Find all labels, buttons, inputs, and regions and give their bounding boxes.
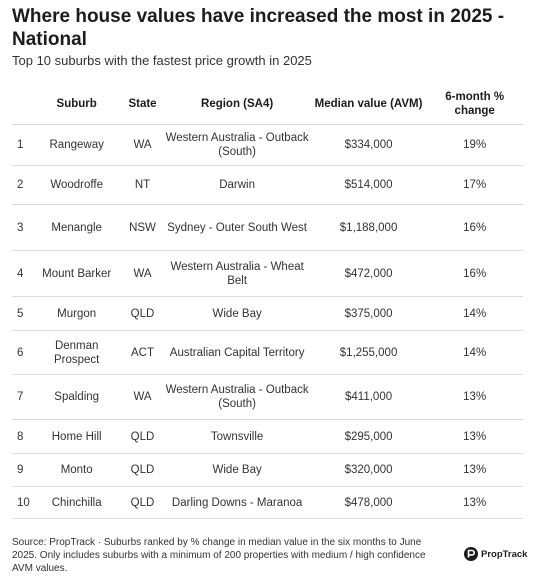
cell-state: WA: [121, 250, 164, 297]
cell-state: QLD: [121, 296, 164, 331]
header-six-month-change: 6-month % change: [445, 91, 505, 117]
cell-rank: 7: [12, 374, 32, 420]
cell-rank: 6: [12, 330, 32, 375]
cell-median-value: $1,188,000: [310, 204, 427, 251]
table-row: 2 Woodroffe NT Darwin $514,000 17%: [12, 165, 523, 205]
cell-region: Darwin: [163, 165, 311, 205]
cell-median-value: $320,000: [310, 453, 427, 487]
table-row: 8 Home Hill QLD Townsville $295,000 13%: [12, 419, 523, 454]
cell-change: 13%: [426, 453, 523, 487]
suburbs-table: Suburb State Region (SA4) Median value (…: [12, 84, 523, 519]
table-row: 6 Denman Prospect ACT Australian Capital…: [12, 330, 523, 375]
cell-suburb: Monto: [31, 453, 122, 487]
table-row: 3 Menangle NSW Sydney - Outer South West…: [12, 204, 523, 251]
cell-suburb: Mount Barker: [31, 250, 122, 297]
cell-change: 17%: [426, 165, 523, 205]
table-row: 5 Murgon QLD Wide Bay $375,000 14%: [12, 296, 523, 331]
cell-rank: 3: [12, 204, 32, 251]
cell-region: Western Australia - Outback (South): [163, 374, 311, 420]
cell-change: 13%: [426, 419, 523, 454]
header-rank: [12, 84, 32, 125]
header-state: State: [128, 98, 157, 110]
table-row: 9 Monto QLD Wide Bay $320,000 13%: [12, 453, 523, 487]
cell-region: Wide Bay: [163, 296, 311, 331]
cell-rank: 8: [12, 419, 32, 454]
cell-change: 13%: [426, 486, 523, 519]
page-title: Where house values have increased the mo…: [12, 6, 505, 50]
cell-rank: 1: [12, 124, 32, 166]
cell-region: Sydney - Outer South West: [163, 204, 311, 251]
cell-region: Western Australia - Outback (South): [163, 124, 311, 166]
header-suburb: Suburb: [56, 98, 97, 110]
cell-suburb: Murgon: [31, 296, 122, 331]
page-subtitle: Top 10 suburbs with the fastest price gr…: [12, 53, 312, 68]
cell-rank: 5: [12, 296, 32, 331]
table-row: 7 Spalding WA Western Australia - Outbac…: [12, 374, 523, 420]
cell-rank: 9: [12, 453, 32, 487]
cell-change: 19%: [426, 124, 523, 166]
cell-rank: 10: [12, 486, 32, 519]
cell-rank: 4: [12, 250, 32, 297]
cell-change: 14%: [426, 296, 523, 331]
cell-suburb: Denman Prospect: [31, 330, 122, 375]
cell-state: NT: [121, 165, 164, 205]
cell-state: ACT: [121, 330, 164, 375]
cell-state: NSW: [121, 204, 164, 251]
cell-change: 13%: [426, 374, 523, 420]
cell-median-value: $1,255,000: [310, 330, 427, 375]
cell-median-value: $295,000: [310, 419, 427, 454]
cell-state: WA: [121, 124, 164, 166]
cell-median-value: $334,000: [310, 124, 427, 166]
proptrack-logo: PropTrack: [464, 545, 527, 563]
proptrack-logo-text: PropTrack: [481, 548, 528, 560]
cell-state: WA: [121, 374, 164, 420]
proptrack-logo-icon: [464, 547, 478, 561]
cell-state: QLD: [121, 486, 164, 519]
source-note: Source: PropTrack · Suburbs ranked by % …: [12, 537, 426, 574]
cell-median-value: $375,000: [310, 296, 427, 331]
cell-region: Australian Capital Territory: [163, 330, 311, 375]
header-region: Region (SA4): [201, 98, 274, 110]
table-row: 10 Chinchilla QLD Darling Downs - Marano…: [12, 486, 523, 519]
cell-change: 16%: [426, 204, 523, 251]
header-median-value: Median value (AVM): [314, 98, 423, 110]
cell-change: 14%: [426, 330, 523, 375]
cell-suburb: Woodroffe: [31, 165, 122, 205]
cell-change: 16%: [426, 250, 523, 297]
cell-median-value: $411,000: [310, 374, 427, 420]
cell-region: Wide Bay: [163, 453, 311, 487]
cell-region: Western Australia - Wheat Belt: [163, 250, 311, 297]
cell-median-value: $514,000: [310, 165, 427, 205]
cell-suburb: Spalding: [31, 374, 122, 420]
table-header-row: Suburb State Region (SA4) Median value (…: [12, 84, 523, 125]
table-row: 4 Mount Barker WA Western Australia - Wh…: [12, 250, 523, 297]
table-row: 1 Rangeway WA Western Australia - Outbac…: [12, 124, 523, 166]
cell-region: Townsville: [163, 419, 311, 454]
cell-rank: 2: [12, 165, 32, 205]
cell-state: QLD: [121, 453, 164, 487]
cell-suburb: Rangeway: [31, 124, 122, 166]
cell-state: QLD: [121, 419, 164, 454]
cell-median-value: $478,000: [310, 486, 427, 519]
cell-suburb: Menangle: [31, 204, 122, 251]
cell-median-value: $472,000: [310, 250, 427, 297]
cell-region: Darling Downs - Maranoa: [163, 486, 311, 519]
cell-suburb: Chinchilla: [31, 486, 122, 519]
cell-suburb: Home Hill: [31, 419, 122, 454]
